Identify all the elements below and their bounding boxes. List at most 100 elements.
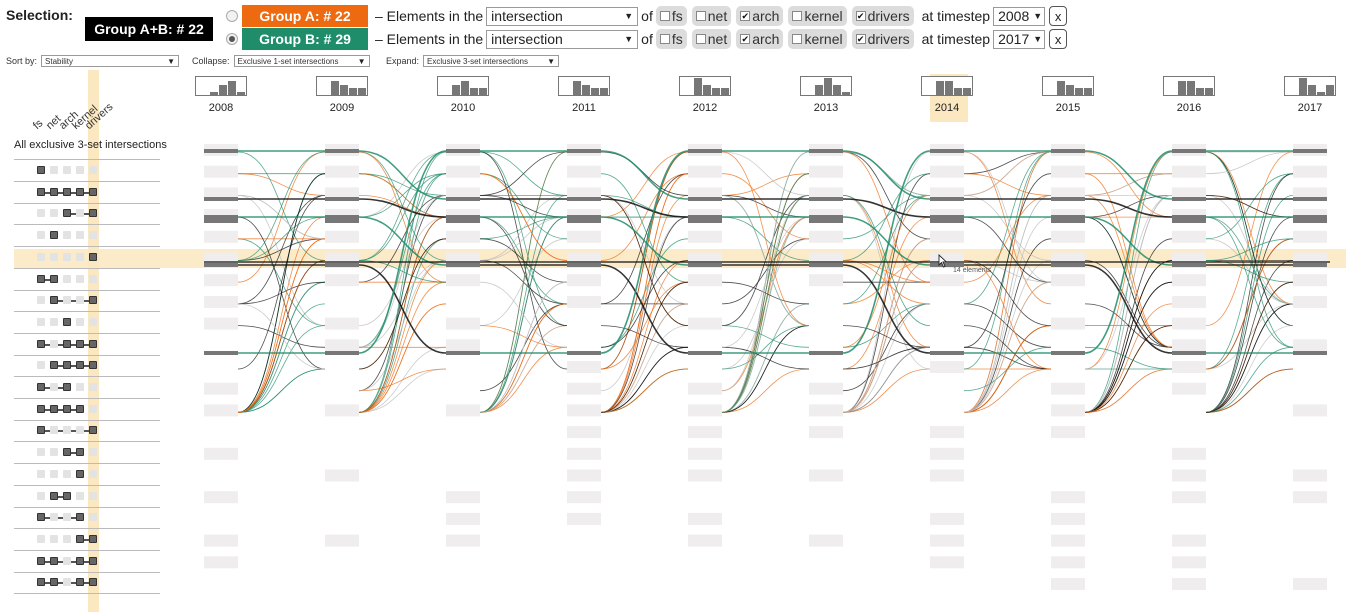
flow-link[interactable]	[237, 173, 326, 196]
flow-link[interactable]	[963, 216, 1052, 413]
intersection-node[interactable]	[204, 295, 238, 308]
intersection-node[interactable]	[809, 404, 843, 417]
intersection-bar[interactable]	[1293, 197, 1327, 201]
intersection-node[interactable]	[204, 165, 238, 178]
matrix-row[interactable]	[14, 507, 160, 530]
intersection-node[interactable]	[1293, 578, 1327, 590]
intersection-node[interactable]	[1051, 187, 1085, 200]
intersection-bar[interactable]	[688, 149, 722, 153]
flow-link[interactable]	[721, 195, 810, 413]
intersection-bar[interactable]	[1051, 197, 1085, 201]
flow-link[interactable]	[600, 173, 689, 283]
flow-link[interactable]	[600, 325, 689, 348]
intersection-node[interactable]	[567, 252, 601, 265]
flow-link[interactable]	[963, 260, 1052, 326]
group-a-close-button[interactable]: x	[1049, 6, 1068, 26]
flow-link[interactable]	[842, 150, 931, 354]
flow-link[interactable]	[237, 325, 326, 413]
intersection-node[interactable]	[1051, 382, 1085, 395]
flow-link[interactable]	[1205, 260, 1294, 413]
intersection-bar[interactable]	[204, 197, 238, 201]
flow-link[interactable]	[358, 264, 447, 354]
intersection-bar[interactable]	[204, 263, 238, 267]
flow-link[interactable]	[963, 346, 1052, 370]
intersection-bar[interactable]	[204, 215, 238, 223]
intersection-node[interactable]	[809, 274, 843, 287]
flow-link[interactable]	[237, 195, 326, 305]
intersection-node[interactable]	[446, 512, 480, 525]
flow-link[interactable]	[358, 216, 447, 413]
intersection-node[interactable]	[325, 230, 359, 243]
intersection-bar[interactable]	[688, 263, 722, 267]
flow-link[interactable]	[842, 368, 931, 413]
flow-link[interactable]	[600, 281, 689, 370]
intersection-node[interactable]	[325, 187, 359, 200]
group-a-radio[interactable]	[226, 10, 238, 22]
flow-link[interactable]	[721, 195, 810, 326]
flow-link[interactable]	[842, 198, 931, 218]
intersection-node[interactable]	[688, 252, 722, 265]
intersection-node[interactable]	[204, 404, 238, 417]
group-b-set-chip-arch[interactable]: ✔ arch	[736, 29, 784, 49]
intersection-node[interactable]	[1293, 165, 1327, 178]
year-histogram[interactable]	[800, 76, 852, 96]
intersection-bar[interactable]	[688, 215, 722, 223]
intersection-bar[interactable]	[567, 197, 601, 201]
flow-link[interactable]	[1084, 216, 1173, 266]
flow-link[interactable]	[600, 216, 689, 266]
intersection-bar[interactable]	[446, 263, 480, 267]
group-a-timestep-select[interactable]: 2008 ▼	[993, 6, 1046, 26]
intersection-node[interactable]	[325, 317, 359, 330]
checked-checkbox-icon[interactable]: ✔	[855, 34, 866, 44]
intersection-node[interactable]	[1293, 491, 1327, 504]
matrix-row[interactable]	[14, 225, 160, 248]
intersection-bar[interactable]	[930, 351, 964, 355]
intersection-node[interactable]	[567, 447, 601, 460]
flow-link[interactable]	[721, 173, 810, 413]
matrix-row[interactable]	[14, 269, 160, 291]
intersection-node[interactable]	[688, 404, 722, 417]
flow-link[interactable]	[1205, 325, 1294, 413]
flow-link[interactable]	[600, 198, 689, 218]
year-histogram[interactable]	[679, 76, 731, 96]
flow-link[interactable]	[842, 151, 931, 240]
intersection-bar[interactable]	[446, 351, 480, 355]
year-label[interactable]: 2014	[934, 102, 960, 114]
flow-link[interactable]	[1205, 151, 1294, 326]
group-b-set-chip-kernel[interactable]: kernel	[788, 29, 847, 49]
intersection-bar[interactable]	[809, 263, 843, 267]
intersection-node[interactable]	[567, 187, 601, 200]
flow-link[interactable]	[358, 368, 447, 413]
intersection-node[interactable]	[204, 447, 238, 460]
flow-link[interactable]	[479, 346, 568, 413]
flow-link[interactable]	[1205, 216, 1294, 305]
flow-link[interactable]	[237, 216, 326, 413]
intersection-node[interactable]	[325, 534, 359, 547]
flow-link[interactable]	[963, 151, 1052, 175]
intersection-bar[interactable]	[1172, 351, 1206, 355]
flow-link[interactable]	[842, 325, 931, 348]
flow-link[interactable]	[479, 303, 568, 413]
flow-link[interactable]	[479, 281, 568, 348]
flow-link[interactable]	[1084, 198, 1173, 218]
intersection-node[interactable]	[930, 361, 964, 373]
matrix-row[interactable]	[14, 399, 160, 421]
flow-link[interactable]	[721, 173, 810, 196]
year-histogram[interactable]	[316, 76, 368, 96]
intersection-node[interactable]	[567, 469, 601, 482]
flow-link[interactable]	[479, 281, 568, 413]
flow-link[interactable]	[358, 260, 447, 392]
unchecked-checkbox-icon[interactable]	[659, 34, 670, 44]
flow-link[interactable]	[721, 325, 810, 370]
flow-link[interactable]	[1084, 195, 1173, 348]
intersection-node[interactable]	[688, 382, 722, 395]
flow-link[interactable]	[963, 303, 1052, 348]
unchecked-checkbox-icon[interactable]	[792, 11, 803, 21]
flow-link[interactable]	[1084, 195, 1173, 370]
flow-link[interactable]	[600, 195, 689, 218]
intersection-node[interactable]	[1172, 165, 1206, 178]
intersection-bar[interactable]	[1293, 263, 1327, 267]
flow-link[interactable]	[1084, 173, 1173, 348]
flow-link[interactable]	[479, 325, 568, 413]
intersection-node[interactable]	[1172, 252, 1206, 265]
